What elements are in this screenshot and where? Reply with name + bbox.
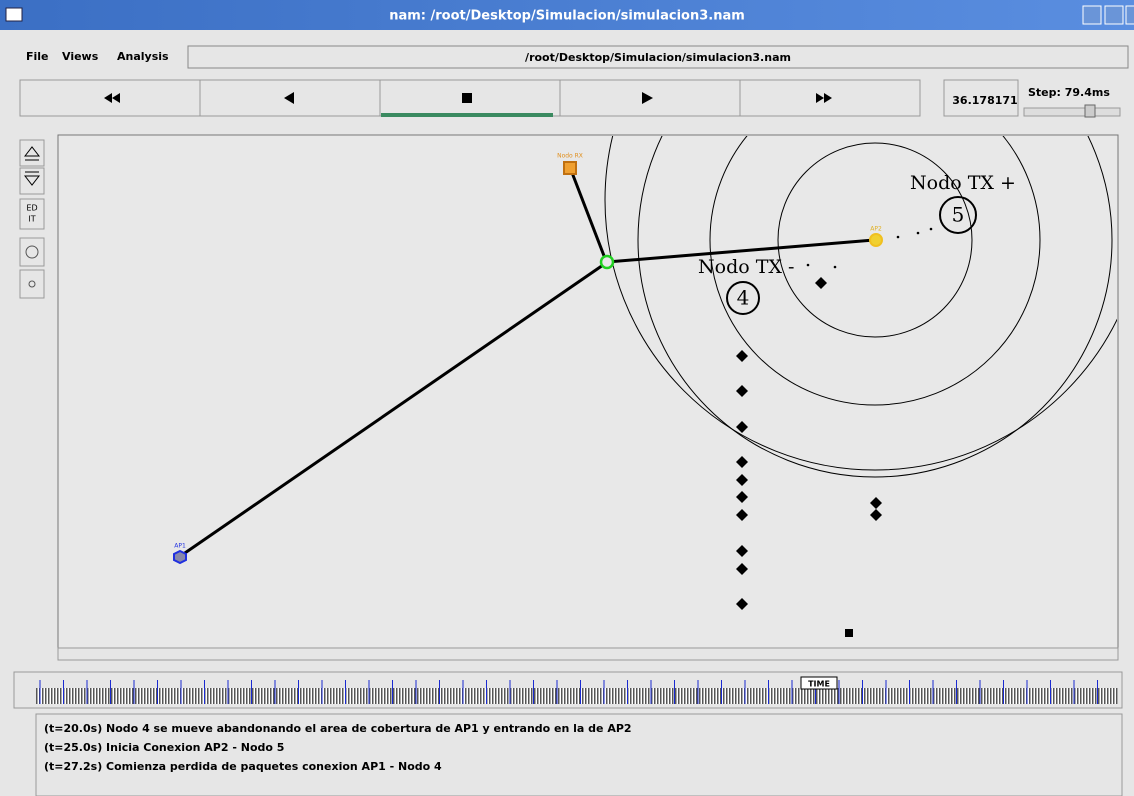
- fast-rewind-button[interactable]: [19, 79, 201, 117]
- menu-file[interactable]: File: [26, 50, 49, 63]
- coverage-ring: [637, 136, 1113, 478]
- node-4[interactable]: [726, 281, 760, 315]
- step-label: Step: 79.4ms: [1028, 86, 1110, 99]
- packet: [870, 509, 882, 521]
- left-toolbar: ED IT: [19, 139, 45, 299]
- node-rx-label: Nodo RX: [557, 153, 583, 160]
- time-value: 36.178171: [952, 94, 1017, 107]
- packet-dot: [916, 231, 920, 235]
- node-small-button[interactable]: [19, 269, 45, 299]
- packet: [736, 491, 748, 503]
- packet: [736, 350, 748, 362]
- coverage-ring: [777, 142, 973, 338]
- packet: [736, 545, 748, 557]
- title-bar: [0, 0, 1134, 30]
- step-slider-thumb[interactable]: [1084, 104, 1096, 118]
- play-icon: [642, 92, 653, 104]
- timeline-ticks: [39, 680, 1098, 704]
- link: [569, 169, 608, 262]
- packet: [736, 598, 748, 610]
- time-field: [943, 79, 1019, 117]
- packet: [736, 474, 748, 486]
- rewind-icon: [284, 92, 294, 104]
- node-rx[interactable]: [563, 161, 577, 175]
- path-field: [187, 45, 1129, 69]
- coverage-rings: [604, 136, 1117, 478]
- window-icon: [5, 7, 23, 22]
- close-button[interactable]: [1125, 5, 1134, 25]
- playback-controls: [19, 79, 921, 117]
- annotation[interactable]: (t=25.0s) Inicia Conexion AP2 - Nodo 5: [44, 741, 284, 754]
- annotation[interactable]: (t=27.2s) Comienza perdida de paquetes c…: [44, 760, 442, 773]
- packet-dot: [806, 263, 810, 267]
- packets: [736, 227, 933, 610]
- window-title: nam: /root/Desktop/Simulacion/simulacion…: [389, 9, 745, 24]
- edit-label-1: ED: [26, 204, 37, 213]
- node-tx-plus-label: Nodo TX +: [910, 172, 1016, 194]
- canvas-content: Nodo RX AP2 AP1 Nodo TX + 5 Nodo TX - 4: [173, 136, 1117, 637]
- coverage-ring: [604, 136, 1117, 471]
- link: [181, 261, 607, 557]
- node-ap1[interactable]: [173, 549, 187, 565]
- packet-dot: [896, 235, 900, 239]
- annotation-panel: [35, 713, 1123, 796]
- zoom-in-icon: [23, 146, 41, 161]
- router-node[interactable]: [599, 254, 615, 270]
- canvas-scrollbar[interactable]: [57, 647, 1119, 661]
- stop-active-bar: [381, 113, 553, 117]
- node-ap2-label: AP2: [870, 226, 882, 233]
- edit-button[interactable]: [19, 198, 45, 230]
- packet: [736, 385, 748, 397]
- packet: [736, 421, 748, 433]
- step-slider[interactable]: [1023, 107, 1121, 117]
- time-slider-label: TIME: [808, 680, 830, 689]
- time-slider[interactable]: [800, 676, 838, 690]
- packet: [870, 497, 882, 509]
- node-size-icon: [25, 245, 39, 259]
- node-tx-minus-label: Nodo TX -: [698, 256, 794, 278]
- coverage-ring: [709, 136, 1041, 406]
- zoom-out-icon: [23, 171, 41, 186]
- menu-analysis[interactable]: Analysis: [117, 50, 169, 63]
- packet-dot: [833, 265, 837, 269]
- annotation[interactable]: (t=20.0s) Nodo 4 se mueve abandonando el…: [44, 722, 632, 735]
- node-5-label: 5: [952, 203, 965, 227]
- menu-views[interactable]: Views: [62, 50, 99, 63]
- file-path: /root/Desktop/Simulacion/simulacion3.nam: [525, 51, 791, 64]
- packet: [736, 563, 748, 575]
- node-ap2[interactable]: [869, 233, 883, 247]
- packet: [736, 509, 748, 521]
- packet: [736, 456, 748, 468]
- node-ap1-label: AP1: [174, 543, 186, 550]
- node-small-icon: [28, 280, 36, 288]
- zoom-in-button[interactable]: [19, 139, 45, 167]
- stop-icon: [462, 93, 472, 103]
- fast-rewind-icon: [104, 93, 120, 103]
- maximize-button[interactable]: [1104, 5, 1124, 25]
- node-5[interactable]: [939, 196, 977, 234]
- minimize-button[interactable]: [1082, 5, 1102, 25]
- timeline-track: [36, 688, 1118, 704]
- packet: [815, 277, 827, 289]
- packet-square: [845, 629, 853, 637]
- node-4-label: 4: [737, 286, 750, 310]
- edit-label-2: IT: [28, 215, 35, 224]
- fast-forward-icon: [816, 93, 832, 103]
- link: [606, 238, 875, 264]
- node-size-button[interactable]: [19, 237, 45, 267]
- links: [181, 169, 875, 557]
- packet-dot: [929, 227, 933, 231]
